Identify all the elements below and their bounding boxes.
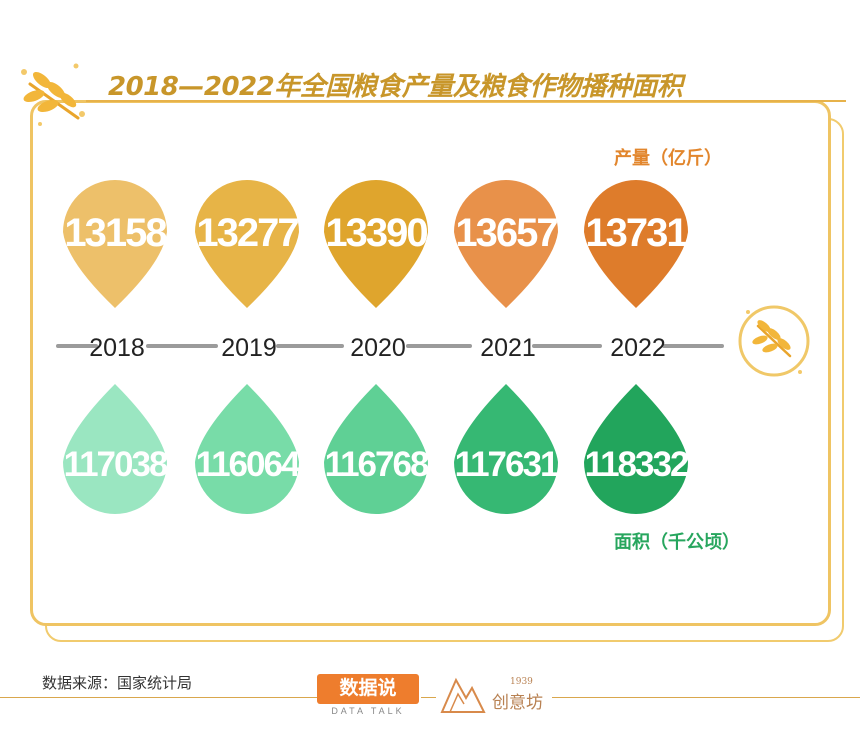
area-drop [454, 384, 558, 514]
production-drop [323, 179, 428, 308]
year-label: 2022 [610, 334, 666, 362]
area-drop [63, 384, 167, 514]
cyf-name: 创意坊 [492, 693, 543, 713]
footer-line [0, 697, 860, 698]
wheat-circle-stem [756, 324, 792, 358]
area-value-label: 117631 [455, 445, 559, 484]
production-drop [454, 180, 558, 308]
cyf-year: 1939 [510, 677, 533, 687]
year-label: 2020 [350, 334, 406, 362]
wheat-circle-dot [746, 310, 750, 314]
title-underline [86, 100, 846, 102]
chuangyifang-logo: 1939 创意坊 [436, 668, 552, 718]
production-value-label: 13731 [585, 211, 688, 255]
production-drop [194, 179, 300, 308]
wheat-circle-grain [777, 338, 791, 350]
area-value-label: 118332 [585, 445, 689, 484]
area-value-label: 117038 [64, 445, 168, 484]
wheat-circle-dot [798, 370, 802, 374]
production-value-label: 13657 [455, 211, 557, 255]
production-drop [584, 180, 688, 308]
year-label: 2021 [480, 334, 536, 362]
title-bar: 2018—2022年全国粮食产量及粮食作物播种面积 [86, 66, 846, 104]
wheat-circle-grain [767, 328, 781, 340]
production-value-label: 13277 [196, 211, 298, 255]
data-talk-logo-sub: DATA TALK [331, 706, 405, 716]
production-unit-label: 产量（亿斤） [614, 148, 722, 169]
area-value-label: 116064 [196, 445, 301, 484]
year-label: 2018 [89, 334, 145, 362]
wheat-circle-grain [752, 335, 768, 345]
area-drop [323, 384, 428, 515]
year-label: 2019 [221, 334, 277, 362]
area-drop [584, 384, 688, 514]
chart-title: 2018—2022年全国粮食产量及粮食作物播种面积 [108, 72, 683, 102]
data-talk-logo-text: 数据说 [317, 674, 419, 704]
area-unit-label: 面积（千公顷） [614, 532, 740, 553]
data-talk-logo: 数据说 DATA TALK [317, 674, 421, 718]
production-drop [63, 180, 167, 308]
production-value-label: 13390 [325, 211, 427, 255]
wheat-icon [21, 63, 85, 126]
area-value-label: 116768 [325, 445, 429, 484]
frame-front [30, 100, 831, 626]
source-note: 数据来源：国家统计局 [42, 674, 193, 692]
area-drop [194, 384, 300, 515]
production-value-label: 13158 [64, 211, 167, 255]
wheat-circle-grain [757, 320, 771, 332]
wheat-circle-grain [762, 343, 778, 353]
